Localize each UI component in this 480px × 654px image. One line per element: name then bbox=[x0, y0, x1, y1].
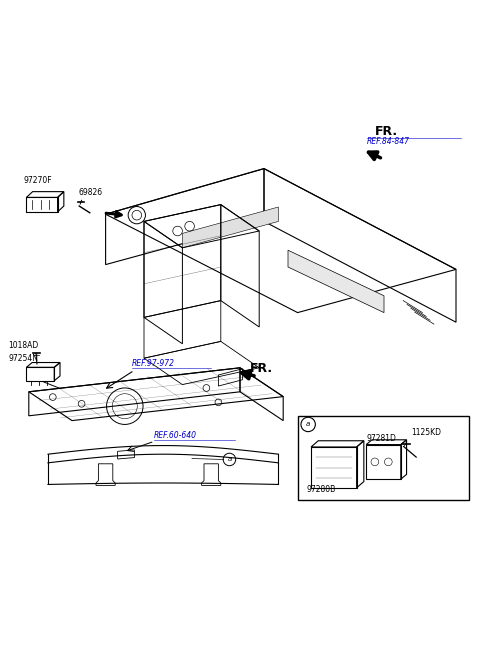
Text: 97254N: 97254N bbox=[9, 354, 38, 363]
Text: FR.: FR. bbox=[250, 362, 273, 375]
Text: 1018AD: 1018AD bbox=[9, 341, 39, 350]
Text: 97270F: 97270F bbox=[24, 177, 53, 185]
Text: 1125KD: 1125KD bbox=[411, 428, 442, 437]
Text: 69826: 69826 bbox=[78, 188, 102, 198]
Text: a: a bbox=[306, 421, 310, 428]
Text: a: a bbox=[228, 456, 231, 462]
Text: REF.60-640: REF.60-640 bbox=[154, 431, 197, 439]
Polygon shape bbox=[182, 207, 278, 248]
Text: 97281D: 97281D bbox=[366, 434, 396, 443]
Text: FR.: FR. bbox=[374, 126, 397, 139]
Text: REF.97-972: REF.97-972 bbox=[132, 359, 175, 368]
Text: 97280B: 97280B bbox=[306, 485, 336, 494]
Polygon shape bbox=[288, 250, 384, 313]
Text: REF.84-847: REF.84-847 bbox=[367, 137, 410, 146]
